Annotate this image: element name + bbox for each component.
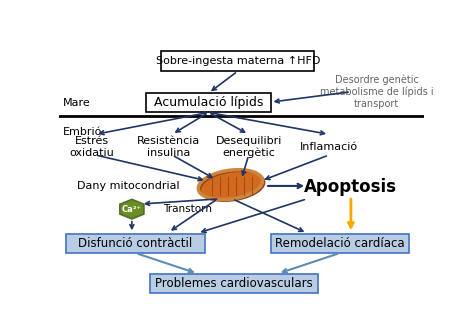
Text: Sobre-ingesta materna ↑HFD: Sobre-ingesta materna ↑HFD <box>155 56 320 66</box>
Text: Desequilibri
energètic: Desequilibri energètic <box>216 136 282 158</box>
Text: Transtorn: Transtorn <box>163 204 212 214</box>
FancyBboxPatch shape <box>161 51 315 71</box>
Text: Remodelació cardíaca: Remodelació cardíaca <box>275 237 405 250</box>
Text: Ca²⁺: Ca²⁺ <box>122 205 142 214</box>
Text: Resistència
insulina: Resistència insulina <box>137 136 200 158</box>
Text: Embrió: Embrió <box>63 127 102 137</box>
Text: Problemes cardiovasculars: Problemes cardiovasculars <box>155 277 313 290</box>
FancyBboxPatch shape <box>150 274 318 293</box>
FancyBboxPatch shape <box>146 93 271 113</box>
Text: Inflamació: Inflamació <box>300 142 358 152</box>
Text: Apoptosis: Apoptosis <box>304 178 398 196</box>
FancyBboxPatch shape <box>66 234 205 253</box>
Text: Mare: Mare <box>63 98 90 109</box>
Text: Disfunció contràctil: Disfunció contràctil <box>78 237 193 250</box>
Text: Desordre genètic
metabolisme de lípids i
transport: Desordre genètic metabolisme de lípids i… <box>320 75 433 109</box>
Text: Acumulació lípids: Acumulació lípids <box>154 96 263 109</box>
Ellipse shape <box>200 171 264 201</box>
FancyBboxPatch shape <box>271 234 409 253</box>
Text: Dany mitocondrial: Dany mitocondrial <box>77 181 179 191</box>
Text: Estrés
oxidatiu: Estrés oxidatiu <box>69 136 114 158</box>
